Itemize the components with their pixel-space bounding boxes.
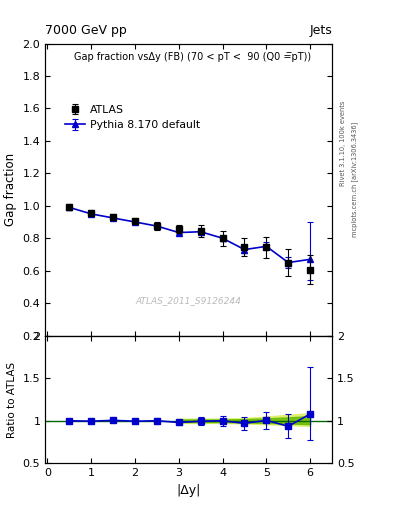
- Text: Jets: Jets: [309, 24, 332, 37]
- Text: ATLAS_2011_S9126244: ATLAS_2011_S9126244: [136, 296, 242, 305]
- Y-axis label: Gap fraction: Gap fraction: [4, 153, 17, 226]
- Text: mcplots.cern.ch [arXiv:1306.3436]: mcplots.cern.ch [arXiv:1306.3436]: [352, 121, 358, 237]
- Text: Gap fraction vsΔy (FB) (70 < pT <  90 (Q0 =̅pT̅)): Gap fraction vsΔy (FB) (70 < pT < 90 (Q0…: [74, 52, 311, 62]
- Y-axis label: Ratio to ATLAS: Ratio to ATLAS: [7, 361, 17, 438]
- Legend: ATLAS, Pythia 8.170 default: ATLAS, Pythia 8.170 default: [62, 101, 204, 134]
- X-axis label: |Δy|: |Δy|: [176, 484, 201, 497]
- Text: 7000 GeV pp: 7000 GeV pp: [45, 24, 127, 37]
- Text: Rivet 3.1.10, 100k events: Rivet 3.1.10, 100k events: [340, 101, 346, 186]
